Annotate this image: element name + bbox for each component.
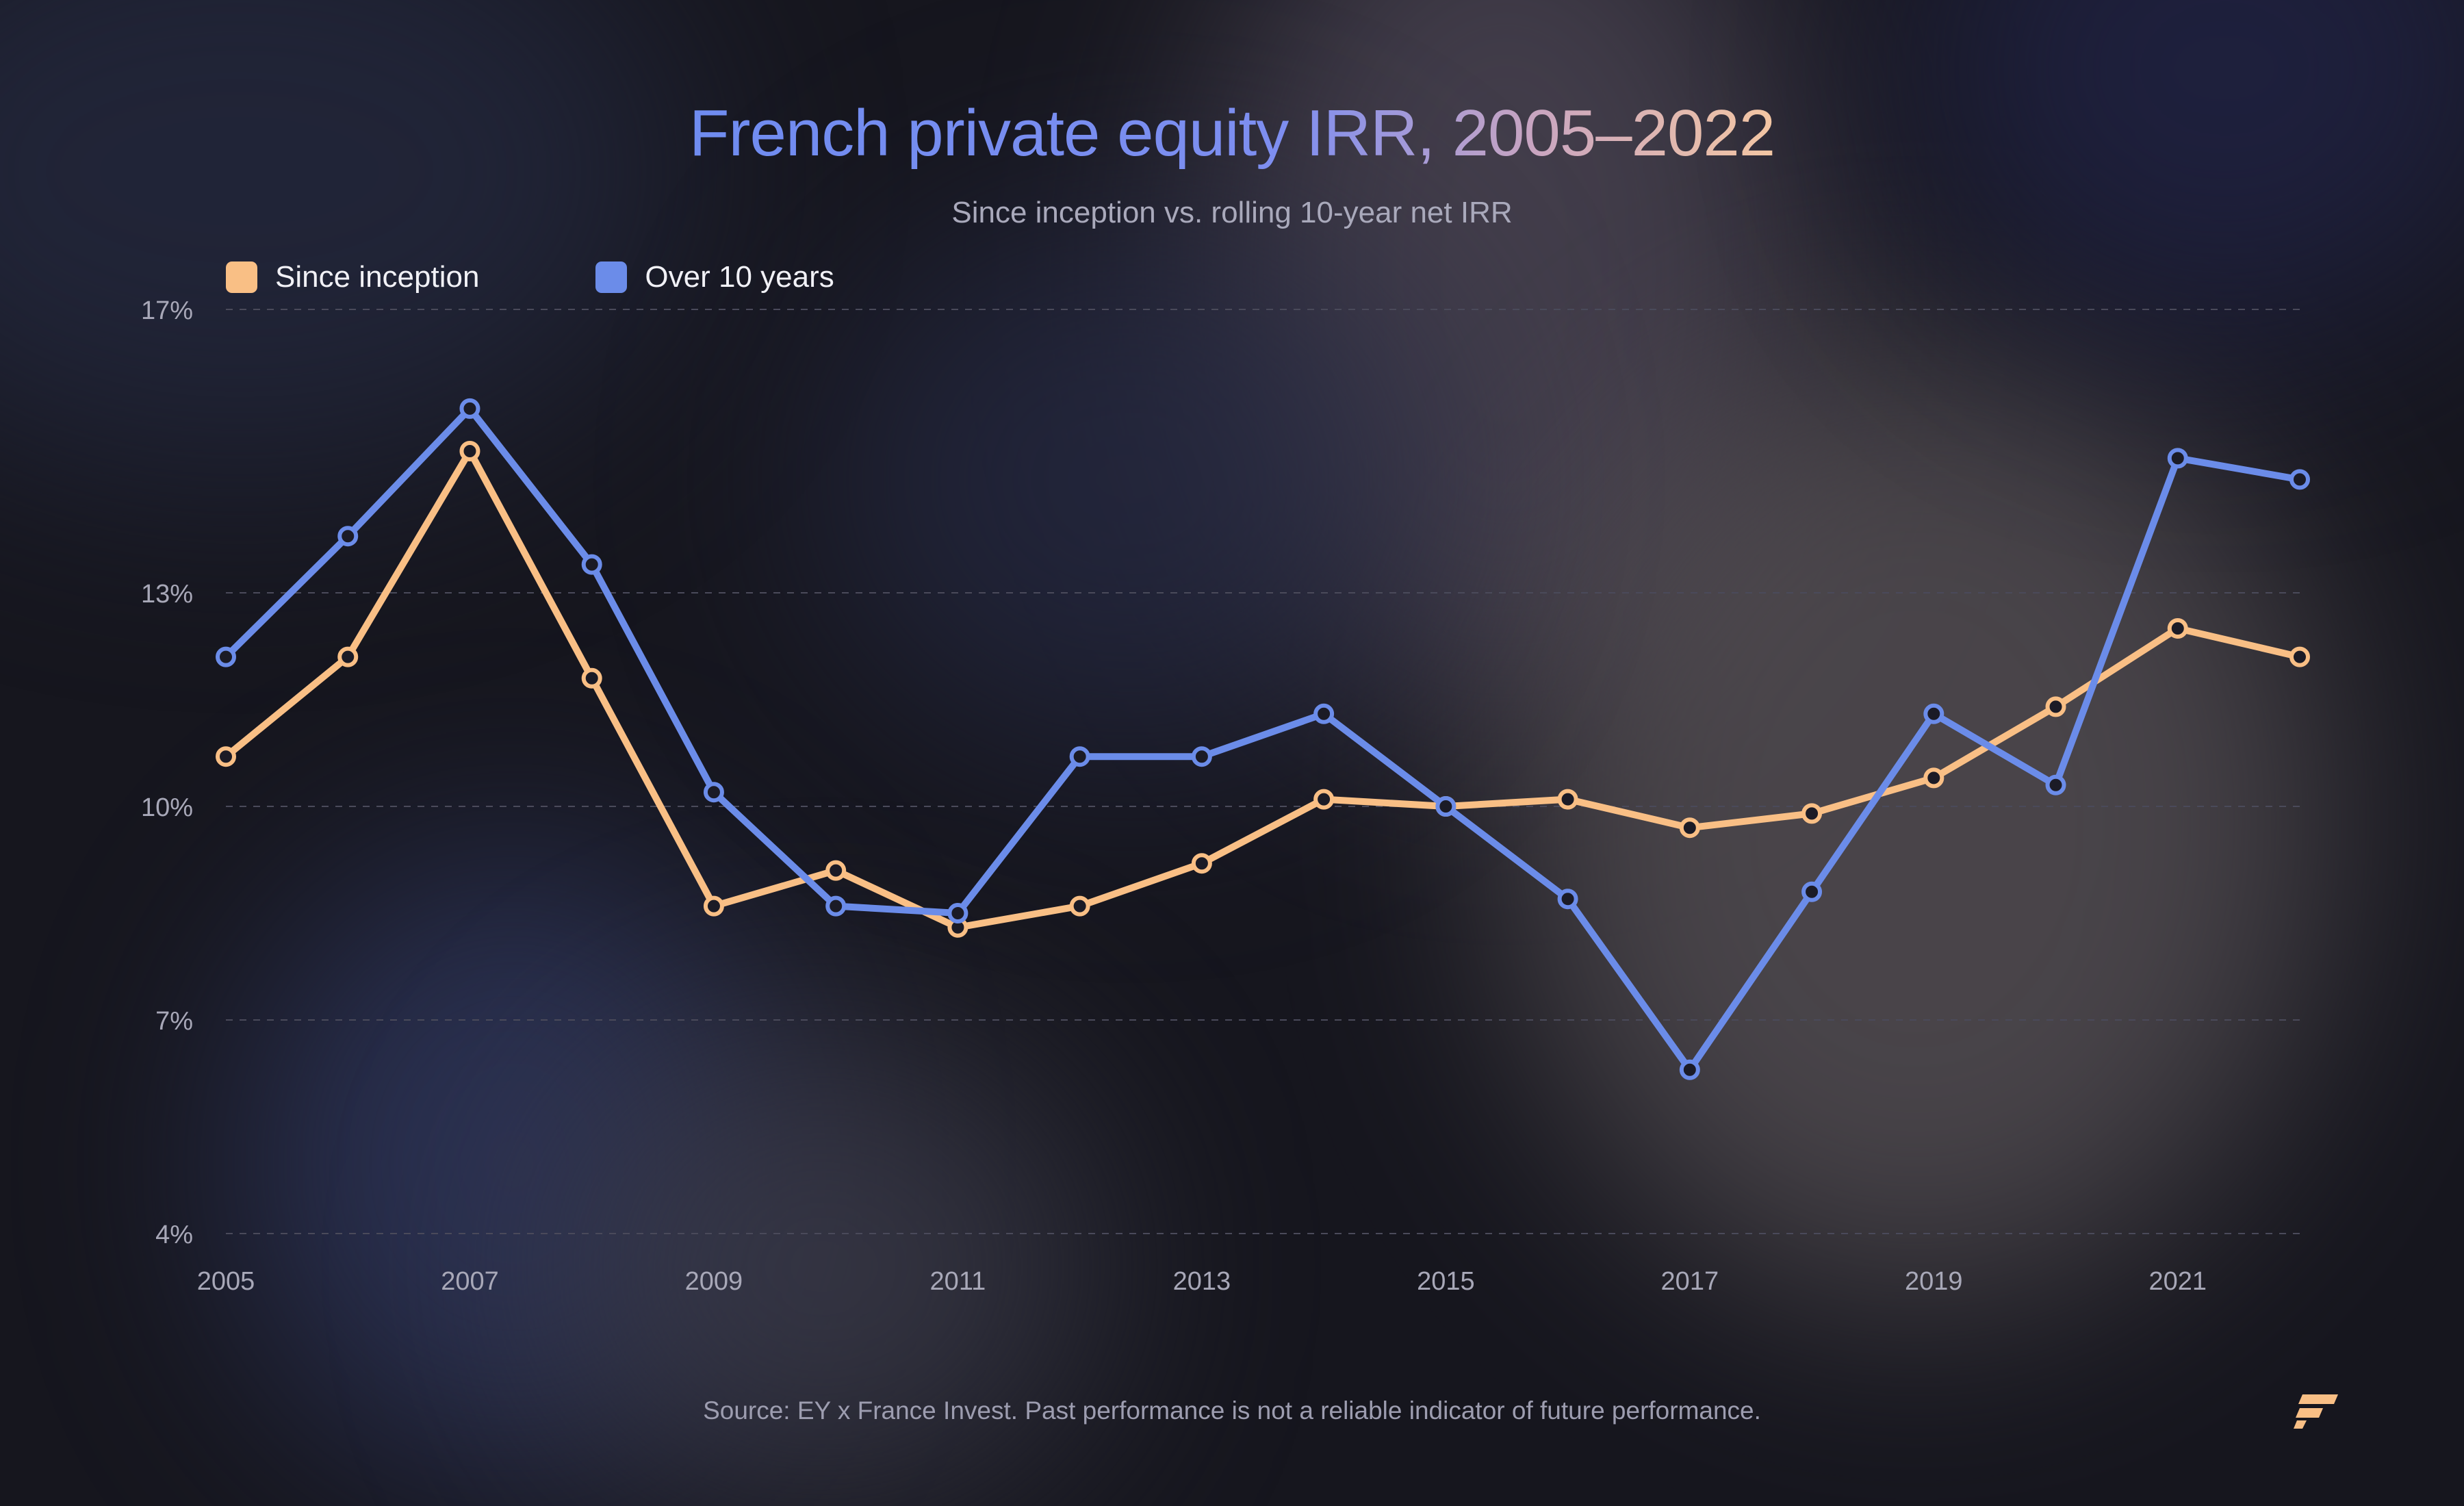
chart-title: French private equity IRR, 2005–2022 [689, 97, 1775, 170]
x-tick-label: 2011 [930, 1267, 986, 1296]
data-point-since-inception [216, 746, 236, 767]
x-tick-label: 2015 [1417, 1267, 1475, 1296]
y-tick-label: 10% [141, 793, 193, 822]
data-point-since-inception [337, 646, 359, 667]
data-point-over-10-years [1801, 881, 1823, 902]
brand-logo-icon [2294, 1394, 2338, 1429]
x-tick-label: 2017 [1661, 1267, 1719, 1296]
data-point-since-inception [1191, 853, 1212, 874]
data-point-over-10-years [1069, 746, 1090, 767]
x-tick-label: 2007 [441, 1267, 499, 1296]
data-point-over-10-years [825, 895, 847, 917]
legend-item-since-inception: Since inception [226, 260, 479, 294]
legend-label-over-10-years: Over 10 years [645, 260, 834, 294]
data-point-since-inception [703, 895, 724, 917]
data-point-over-10-years [947, 903, 968, 923]
data-point-since-inception [1069, 895, 1090, 917]
data-point-over-10-years [2045, 774, 2066, 795]
chart-legend: Since inception Over 10 years [226, 260, 951, 294]
legend-label-since-inception: Since inception [275, 260, 480, 294]
data-point-since-inception [581, 667, 602, 689]
data-point-since-inception [1923, 767, 1945, 789]
x-tick-label: 2009 [685, 1267, 743, 1296]
data-point-since-inception [2167, 618, 2188, 639]
y-tick-label: 7% [155, 1007, 193, 1036]
data-point-over-10-years [1191, 746, 1212, 767]
data-point-since-inception [459, 441, 480, 461]
data-point-since-inception [2045, 696, 2066, 717]
data-point-over-10-years [459, 398, 480, 419]
data-point-over-10-years [1435, 796, 1456, 817]
data-point-since-inception [825, 860, 847, 881]
data-point-over-10-years [2167, 448, 2188, 469]
x-tick-label: 2005 [197, 1267, 255, 1296]
data-point-over-10-years [1313, 703, 1335, 724]
x-tick-label: 2019 [1905, 1267, 1963, 1296]
legend-item-over-10-years: Over 10 years [595, 260, 834, 294]
data-point-over-10-years [1923, 703, 1945, 724]
legend-swatch-since-inception [226, 261, 257, 293]
data-point-over-10-years [216, 646, 236, 667]
y-tick-label: 17% [141, 296, 193, 325]
y-tick-label: 13% [141, 580, 193, 609]
data-point-since-inception [2289, 646, 2310, 667]
data-point-over-10-years [703, 782, 724, 803]
data-point-over-10-years [337, 526, 359, 547]
data-point-over-10-years [1679, 1059, 1700, 1080]
legend-swatch-over-10-years [595, 261, 628, 293]
source-note: Source: EY x France Invest. Past perform… [703, 1396, 1761, 1425]
x-tick-label: 2013 [1173, 1267, 1231, 1296]
data-point-since-inception [1801, 803, 1823, 824]
series-line-over-10-years [222, 405, 2303, 1073]
series-line-since-inception [222, 448, 2303, 931]
data-point-since-inception [1557, 789, 1578, 810]
data-point-since-inception [1313, 789, 1335, 810]
chart-subtitle: Since inception vs. rolling 10-year net … [951, 196, 1513, 229]
x-tick-label: 2021 [2148, 1267, 2207, 1296]
data-point-since-inception [1679, 817, 1700, 839]
data-point-over-10-years [2289, 469, 2310, 490]
data-point-over-10-years [581, 554, 602, 575]
y-tick-label: 4% [155, 1221, 193, 1249]
data-point-over-10-years [1557, 889, 1578, 910]
